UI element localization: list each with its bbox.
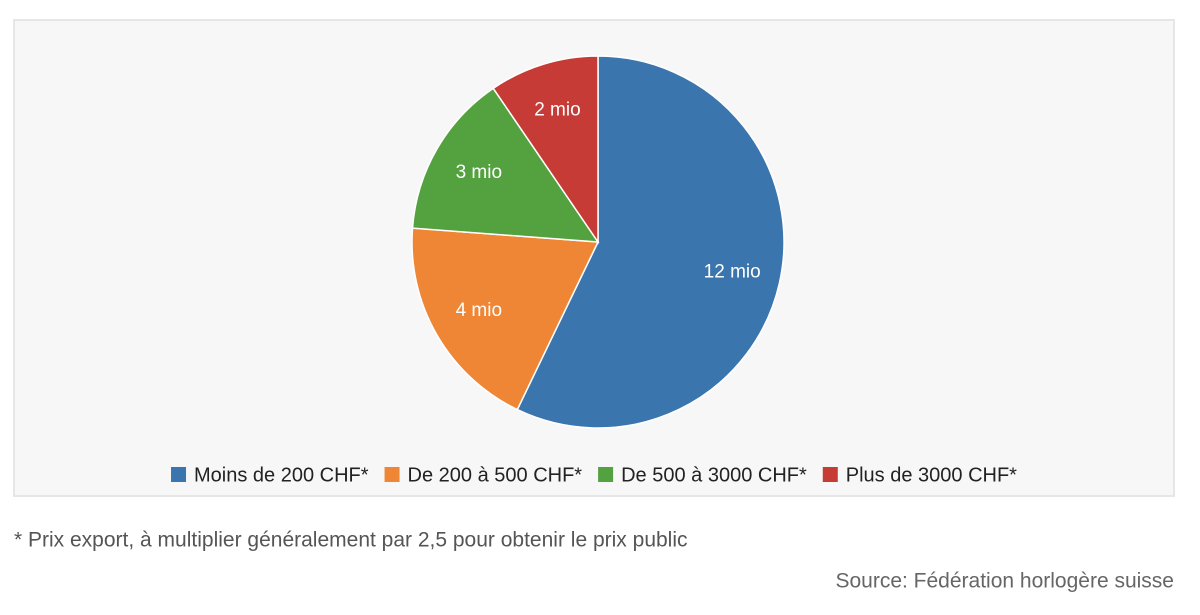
data-label: 12 mio bbox=[704, 262, 761, 283]
legend-label: Plus de 3000 CHF* bbox=[846, 464, 1017, 486]
legend-swatch bbox=[822, 467, 838, 482]
legend-label: De 200 à 500 CHF* bbox=[408, 464, 583, 486]
pie-slice bbox=[516, 55, 785, 429]
data-label: 4 mio bbox=[456, 300, 502, 321]
data-label: 3 mio bbox=[456, 162, 502, 183]
legend-swatch bbox=[598, 467, 614, 482]
pie-slice bbox=[492, 55, 599, 245]
legend-swatch bbox=[384, 467, 400, 482]
legend-swatch bbox=[171, 467, 187, 482]
legend-label: Moins de 200 CHF* bbox=[194, 464, 369, 486]
footnote: * Prix export, à multiplier généralement… bbox=[14, 529, 688, 552]
legend-label: De 500 à 3000 CHF* bbox=[621, 464, 807, 486]
source: Source: Fédération horlogère suisse bbox=[835, 570, 1174, 593]
data-label: 2 mio bbox=[534, 99, 580, 120]
pie-slice bbox=[411, 227, 600, 411]
pie-slice bbox=[411, 87, 600, 243]
